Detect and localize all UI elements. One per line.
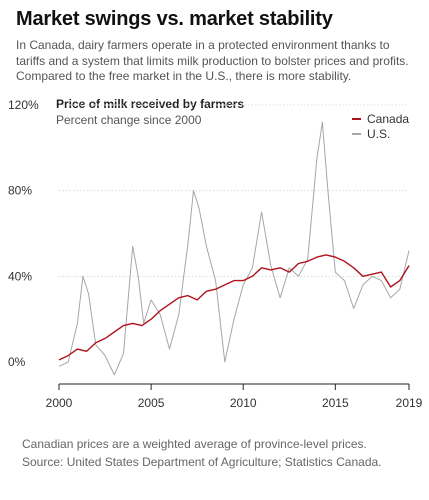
y-tick-label-80: 80% xyxy=(8,184,32,198)
x-tick-label-2010: 2010 xyxy=(230,396,257,410)
footnote-line-1: Canadian prices are a weighted average o… xyxy=(22,437,367,451)
headline: Market swings vs. market stability xyxy=(16,8,333,30)
x-axis: 2000 2005 2010 2015 2019 xyxy=(46,383,423,410)
gridlines xyxy=(59,104,409,277)
legend-label-canada: Canada xyxy=(367,111,410,126)
chart-title: Price of milk received by farmers xyxy=(56,97,245,111)
legend: Canada U.S. xyxy=(352,111,409,141)
y-tick-label-0: 0% xyxy=(8,355,26,369)
series-line-us xyxy=(58,121,410,376)
series-lines xyxy=(58,121,410,376)
series-line-canada xyxy=(58,254,410,361)
x-tick-label-2019: 2019 xyxy=(396,396,423,410)
x-tick-label-2005: 2005 xyxy=(138,396,165,410)
chart-subtitle: Percent change since 2000 xyxy=(56,113,202,127)
legend-item-canada: Canada xyxy=(352,111,409,126)
source-line: Source: United States Department of Agri… xyxy=(22,455,382,469)
legend-swatch-us xyxy=(352,132,361,135)
x-tick-label-2015: 2015 xyxy=(322,396,349,410)
dek-text: In Canada, dairy farmers operate in a pr… xyxy=(16,38,409,83)
x-tick-label-2000: 2000 xyxy=(46,396,73,410)
y-tick-label-120: 120% xyxy=(8,98,39,112)
y-tick-label-40: 40% xyxy=(8,269,32,283)
y-axis-ticks: 0% 40% 80% 120% xyxy=(8,98,39,369)
legend-item-us: U.S. xyxy=(352,126,409,141)
footnote: Canadian prices are a weighted average o… xyxy=(22,435,422,471)
legend-swatch-canada xyxy=(352,117,361,120)
legend-label-us: U.S. xyxy=(367,126,391,141)
